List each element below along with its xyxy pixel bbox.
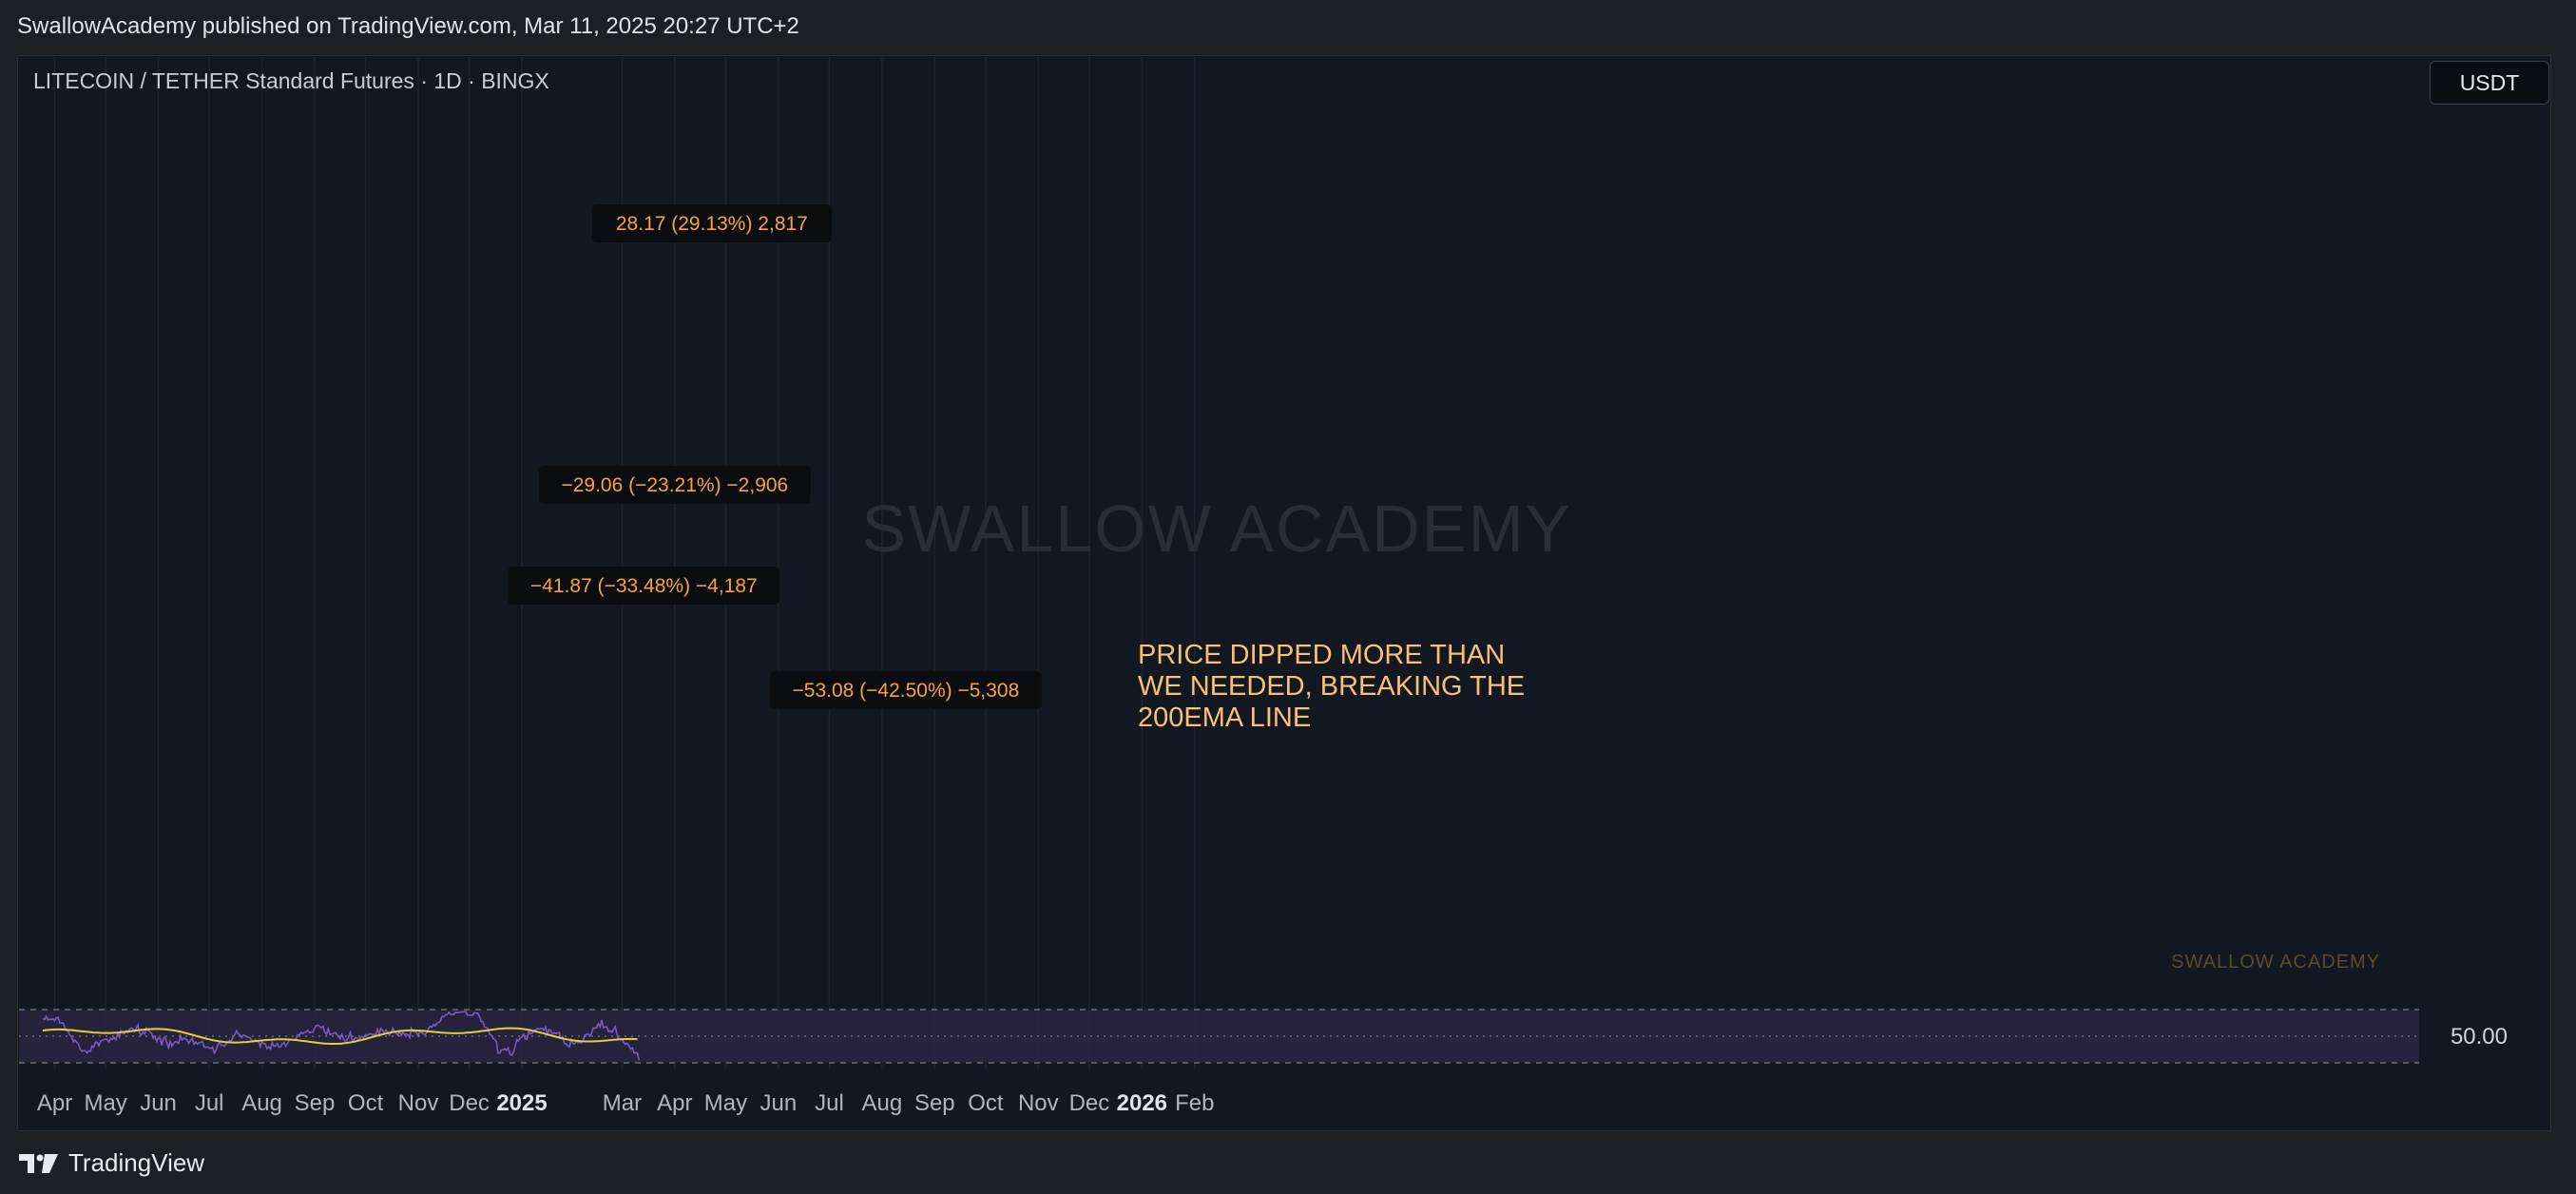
measure-label-up[interactable]: 28.17 (29.13%) 2,817 [591, 204, 832, 242]
measure-label-down3-text: −53.08 (−42.50%) −5,308 [793, 680, 1020, 702]
rsi-ma-line [42, 1027, 638, 1045]
time-axis-label: Nov [1018, 1090, 1059, 1116]
time-axis-label: Jun [140, 1090, 177, 1116]
measure-label-down1-text: −29.06 (−23.21%) −2,906 [561, 474, 788, 496]
time-axis-label: Dec [449, 1090, 490, 1116]
time-axis-label: Jun [760, 1090, 798, 1116]
time-axis-label: May [84, 1090, 126, 1116]
axis-layer: 140.00120.00110.0098.0082.0074.5068.5062… [37, 1024, 2508, 1116]
measure-label-up-bg [591, 204, 832, 242]
publish-header: SwallowAcademy published on TradingView.… [0, 0, 2576, 55]
measure-label-up-text: 28.17 (29.13%) 2,817 [616, 213, 808, 235]
publish-caption: SwallowAcademy published on TradingView.… [17, 13, 799, 39]
measure-label-down1-bg [539, 466, 811, 504]
chart-pane[interactable] [17, 55, 2551, 1131]
time-axis-label: Feb [1175, 1090, 1214, 1116]
time-axis-label: Aug [241, 1090, 282, 1116]
measure-label-down2[interactable]: −41.87 (−33.48%) −4,187 [508, 567, 780, 605]
time-axis-label: Oct [348, 1090, 384, 1116]
measure-label-down3-bg [770, 671, 1042, 709]
tradingview-brand: TradingView [68, 1148, 205, 1177]
time-axis-label: Oct [968, 1090, 1004, 1116]
currency-button[interactable]: USDT [2430, 61, 2549, 105]
time-axis-label: Dec [1069, 1090, 1110, 1116]
chart-watermark: SWALLOW ACADEMY [862, 491, 1572, 566]
measure-label-down1[interactable]: −29.06 (−23.21%) −2,906 [539, 466, 811, 504]
rsi-axis-label: 50.00 [2451, 1024, 2508, 1050]
time-axis-label: Nov [398, 1090, 439, 1116]
footer-bar [0, 1131, 2576, 1194]
time-axis-label: Apr [37, 1090, 72, 1116]
time-axis-label: Jul [815, 1090, 844, 1116]
tradingview-logo[interactable]: TradingView [19, 1148, 204, 1178]
annotation-text-line: 200EMA LINE [1138, 703, 1311, 733]
symbol-title[interactable]: LITECOIN / TETHER Standard Futures · 1D … [33, 68, 549, 93]
time-axis-label: May [704, 1090, 747, 1116]
time-axis-label: Sep [914, 1090, 955, 1116]
tradingview-logo-icon [19, 1153, 58, 1173]
measure-label-down3[interactable]: −53.08 (−42.50%) −5,308 [770, 671, 1042, 709]
time-axis-label: 2026 [1117, 1090, 1167, 1116]
time-axis-label: Mar [603, 1090, 642, 1116]
rsi-layer [19, 1009, 2419, 1064]
annotation-text-line: PRICE DIPPED MORE THAN [1138, 640, 1505, 670]
time-axis-label: Jul [195, 1090, 224, 1116]
brand-tag: SWALLOW ACADEMY [2171, 952, 2380, 973]
drawings-layer: 28.17 (29.13%) 2,817 −29.06 (−23.21%) −2,… [508, 204, 2380, 973]
time-axis-label: 2025 [496, 1090, 547, 1116]
time-axis-label: Aug [862, 1090, 903, 1116]
rsi-line [42, 1011, 641, 1061]
annotation-text-line: WE NEEDED, BREAKING THE [1138, 671, 1525, 702]
measure-label-down2-bg [508, 567, 780, 605]
time-axis-label: Sep [295, 1090, 336, 1116]
measure-label-down2-text: −41.87 (−33.48%) −4,187 [530, 575, 758, 597]
time-axis-label: Apr [657, 1090, 692, 1116]
